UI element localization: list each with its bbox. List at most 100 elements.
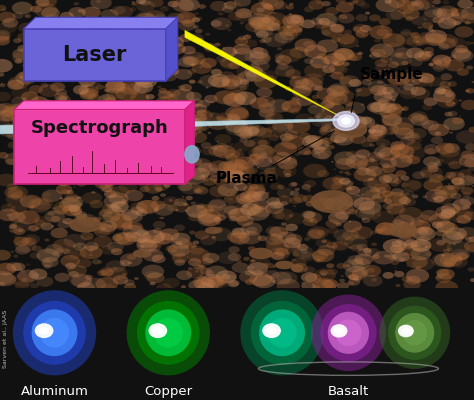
Circle shape: [337, 282, 349, 290]
Circle shape: [400, 136, 415, 145]
Circle shape: [165, 160, 175, 166]
Circle shape: [396, 0, 414, 10]
Circle shape: [228, 116, 240, 124]
Circle shape: [395, 78, 401, 82]
Circle shape: [439, 60, 451, 68]
Circle shape: [253, 275, 275, 288]
Circle shape: [77, 282, 95, 293]
Circle shape: [111, 77, 117, 80]
Circle shape: [45, 100, 67, 114]
Circle shape: [229, 280, 239, 286]
Circle shape: [423, 10, 445, 23]
Circle shape: [205, 206, 225, 218]
Circle shape: [414, 50, 432, 62]
Circle shape: [365, 248, 380, 257]
Circle shape: [93, 217, 101, 222]
Circle shape: [406, 48, 424, 58]
Circle shape: [208, 200, 226, 211]
Circle shape: [330, 211, 339, 217]
Circle shape: [418, 73, 435, 83]
Circle shape: [360, 3, 370, 9]
Circle shape: [219, 227, 222, 229]
Circle shape: [382, 114, 402, 126]
Circle shape: [324, 53, 346, 66]
Circle shape: [412, 0, 430, 10]
Circle shape: [77, 129, 91, 137]
Circle shape: [84, 242, 99, 251]
Circle shape: [69, 75, 75, 78]
Circle shape: [333, 62, 338, 65]
Circle shape: [267, 6, 270, 8]
Circle shape: [260, 152, 267, 157]
Circle shape: [316, 13, 338, 26]
Circle shape: [383, 33, 405, 47]
Circle shape: [357, 118, 361, 120]
Circle shape: [234, 156, 255, 169]
Circle shape: [36, 101, 51, 110]
Circle shape: [23, 144, 32, 150]
Circle shape: [259, 128, 275, 138]
Circle shape: [42, 136, 45, 138]
Circle shape: [309, 219, 314, 222]
Circle shape: [0, 83, 3, 85]
Circle shape: [181, 285, 186, 288]
Circle shape: [272, 167, 276, 170]
Circle shape: [363, 74, 374, 81]
Circle shape: [0, 104, 9, 114]
Circle shape: [256, 96, 275, 108]
Circle shape: [406, 276, 420, 285]
Circle shape: [406, 265, 409, 267]
Circle shape: [90, 245, 98, 250]
Circle shape: [406, 269, 429, 283]
Circle shape: [375, 63, 391, 72]
Circle shape: [456, 257, 462, 261]
Circle shape: [236, 192, 255, 204]
Circle shape: [90, 200, 103, 208]
Circle shape: [74, 211, 87, 219]
Circle shape: [209, 112, 219, 118]
Circle shape: [223, 1, 237, 9]
Circle shape: [255, 128, 272, 138]
Circle shape: [27, 131, 50, 146]
Circle shape: [356, 259, 364, 264]
Circle shape: [108, 225, 113, 228]
Circle shape: [282, 156, 297, 165]
Circle shape: [82, 7, 101, 18]
Circle shape: [322, 177, 344, 190]
Circle shape: [461, 7, 474, 20]
Circle shape: [241, 120, 245, 122]
Circle shape: [268, 178, 274, 182]
Circle shape: [334, 168, 336, 170]
Circle shape: [262, 15, 275, 23]
Circle shape: [69, 249, 87, 260]
Circle shape: [173, 143, 176, 145]
Circle shape: [27, 199, 51, 213]
Circle shape: [471, 81, 474, 83]
Circle shape: [267, 254, 273, 258]
Circle shape: [155, 187, 163, 192]
Circle shape: [337, 195, 350, 203]
Circle shape: [441, 13, 463, 26]
Circle shape: [43, 99, 51, 104]
Circle shape: [122, 175, 125, 177]
Circle shape: [97, 270, 108, 276]
Circle shape: [303, 195, 316, 203]
Circle shape: [72, 275, 91, 287]
Circle shape: [462, 192, 471, 197]
Circle shape: [189, 158, 211, 172]
Circle shape: [315, 192, 327, 200]
Circle shape: [138, 239, 145, 243]
Circle shape: [420, 170, 432, 177]
Circle shape: [161, 57, 170, 63]
Circle shape: [453, 243, 456, 245]
Circle shape: [319, 127, 328, 132]
Circle shape: [239, 199, 242, 201]
Circle shape: [37, 130, 51, 138]
Circle shape: [353, 277, 359, 282]
Circle shape: [328, 212, 348, 224]
Circle shape: [308, 104, 325, 115]
Circle shape: [443, 230, 449, 234]
Circle shape: [367, 80, 387, 92]
Circle shape: [179, 0, 200, 11]
Circle shape: [303, 41, 314, 47]
